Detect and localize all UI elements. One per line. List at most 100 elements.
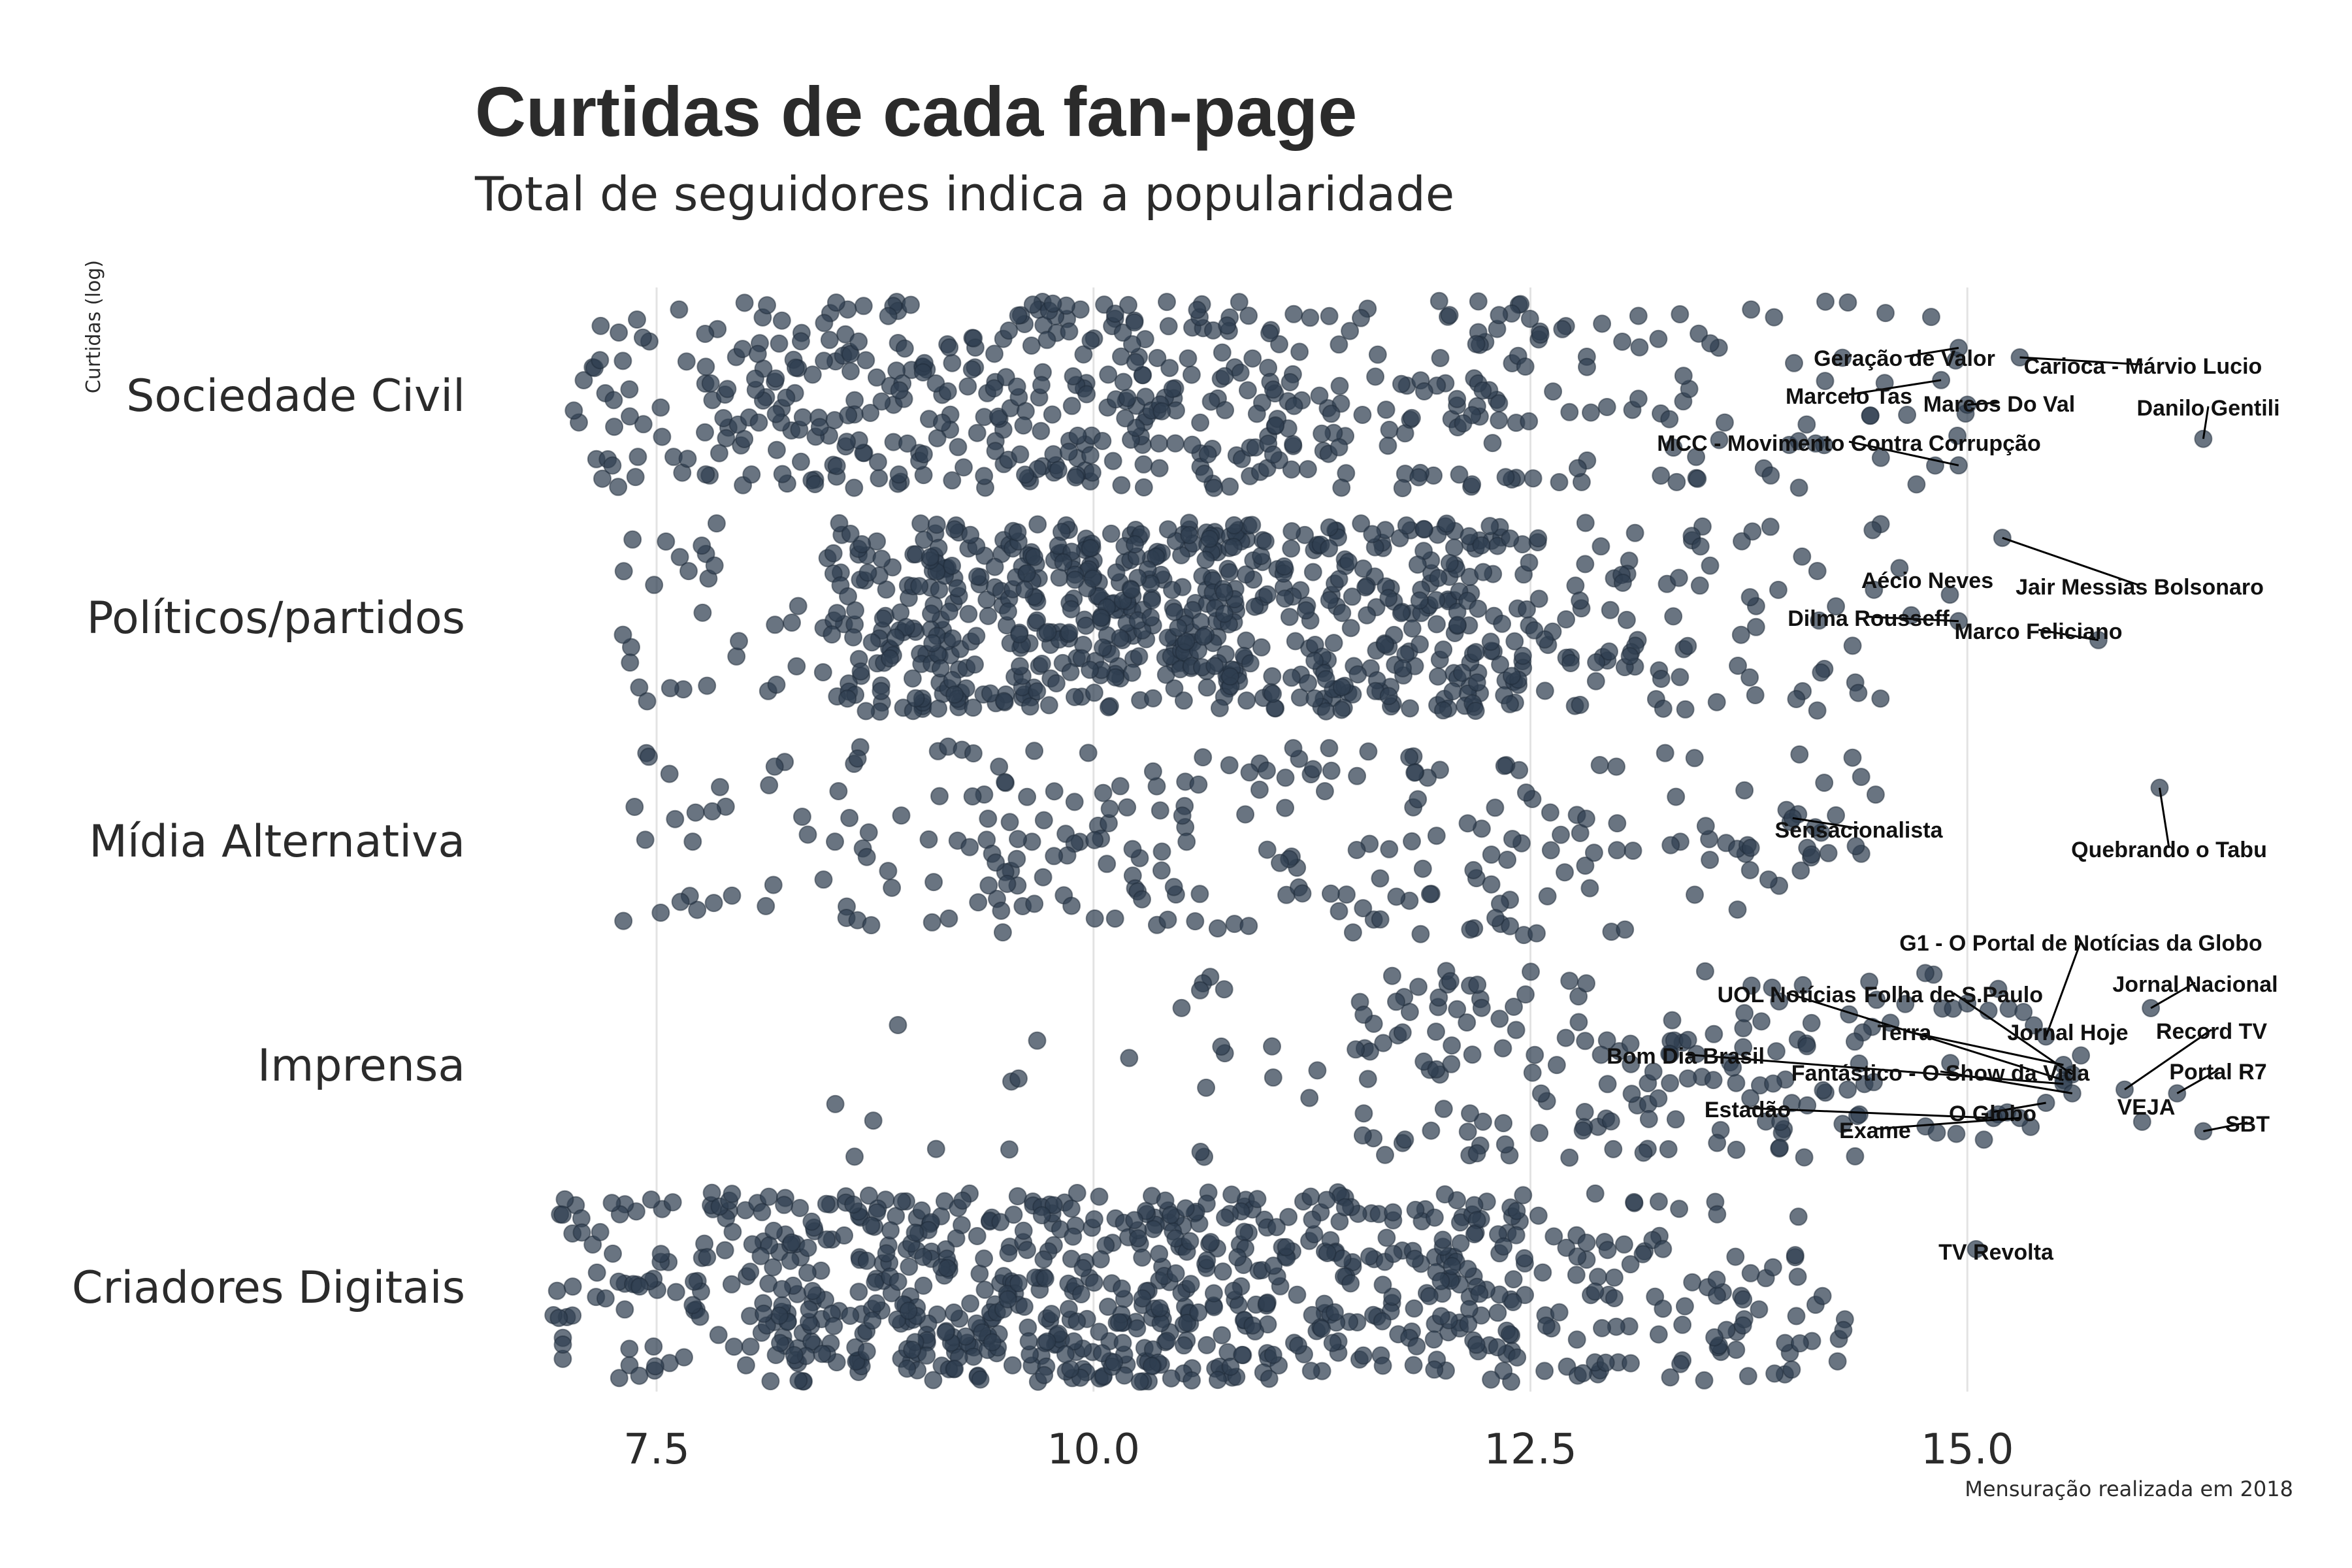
data-point: [932, 414, 951, 432]
data-point: [1392, 374, 1411, 393]
data-point: [735, 293, 754, 312]
data-point: [1671, 1354, 1690, 1373]
data-point: [1797, 1037, 1816, 1056]
data-point: [1025, 547, 1043, 566]
data-point: [1330, 376, 1349, 395]
data-point: [814, 870, 833, 889]
data-point: [1062, 896, 1081, 915]
data-point: [766, 369, 785, 388]
data-point: [781, 1251, 800, 1270]
data-point: [849, 332, 868, 351]
data-point: [640, 747, 658, 766]
data-point: [630, 1277, 649, 1296]
data-point: [1313, 424, 1331, 443]
data-point: [914, 445, 933, 464]
data-point: [1845, 1032, 1864, 1051]
data-point: [824, 544, 843, 563]
data-point: [1100, 800, 1119, 818]
data-point: [1524, 469, 1543, 488]
data-point: [767, 676, 786, 694]
data-point: [791, 332, 810, 351]
data-point: [1865, 1073, 1883, 1092]
data-point: [1769, 580, 1788, 599]
data-point: [1028, 611, 1047, 630]
data-point: [1034, 1250, 1053, 1269]
data-point: [1875, 374, 1894, 393]
data-point: [1105, 1353, 1124, 1372]
data-point: [1315, 782, 1334, 800]
data-point: [1427, 1022, 1445, 1041]
data-point: [1569, 1013, 1588, 1032]
data-point: [1028, 1031, 1047, 1050]
data-point: [1433, 701, 1452, 720]
data-point: [1481, 632, 1500, 651]
data-point: [1276, 798, 1295, 817]
data-point: [1215, 583, 1233, 602]
data-point: [1838, 1080, 1857, 1099]
data-point: [983, 1333, 1002, 1352]
data-point: [1767, 1042, 1786, 1061]
data-point: [849, 1282, 868, 1301]
data-point: [1673, 1315, 1692, 1334]
data-point: [1152, 861, 1171, 880]
data-point: [1797, 415, 1816, 434]
data-point: [1099, 365, 1118, 384]
category-label: Imprensa: [257, 1040, 465, 1092]
point-label: Geração de Valor: [1814, 346, 1995, 371]
data-point: [889, 1016, 907, 1034]
data-point: [1850, 1105, 1869, 1124]
data-point: [1392, 604, 1411, 623]
data-point: [1377, 400, 1396, 419]
category-label: Políticos/partidos: [87, 593, 465, 644]
data-point: [800, 1300, 819, 1319]
data-point: [1601, 1112, 1620, 1131]
data-point: [610, 1369, 629, 1388]
data-point: [1017, 564, 1036, 583]
data-point: [642, 1190, 661, 1209]
data-point: [1614, 1235, 1633, 1254]
data-point: [1308, 1061, 1327, 1080]
data-point: [895, 339, 914, 358]
data-point: [924, 1371, 943, 1390]
data-point: [1035, 1365, 1054, 1384]
data-point: [1787, 1307, 1806, 1326]
data-point: [1293, 884, 1312, 903]
data-point: [1303, 1210, 1322, 1229]
data-point: [1741, 1088, 1760, 1107]
data-point: [1143, 591, 1162, 610]
data-point: [1819, 843, 1838, 862]
data-point: [1649, 1089, 1668, 1108]
data-point: [1876, 304, 1895, 323]
data-point: [1765, 308, 1784, 327]
point-label: Bom Dia Brasil: [1607, 1044, 1765, 1069]
data-point: [1445, 538, 1463, 557]
point-label: UOL Notícias: [1718, 983, 1857, 1007]
data-point: [1434, 640, 1453, 659]
data-point: [1009, 306, 1028, 325]
data-point: [879, 862, 898, 881]
data-point: [1004, 1205, 1023, 1224]
data-point: [1464, 860, 1483, 879]
data-point: [1409, 977, 1428, 996]
data-point: [1422, 1121, 1441, 1140]
data-point: [705, 556, 724, 575]
data-point: [759, 1187, 778, 1206]
data-point: [1059, 442, 1078, 461]
data-point: [1282, 522, 1301, 541]
data-point: [1348, 665, 1367, 684]
data-point: [803, 1282, 822, 1300]
data-point: [945, 1303, 963, 1322]
data-point: [1032, 1206, 1051, 1225]
data-point: [696, 423, 714, 442]
data-point: [605, 417, 624, 436]
data-point: [1795, 1148, 1814, 1167]
data-point: [1761, 517, 1780, 536]
data-point: [604, 1244, 622, 1263]
data-point: [1379, 589, 1398, 608]
data-point: [1488, 1303, 1507, 1322]
leader-line: [2038, 629, 2099, 642]
data-point: [1514, 1186, 1533, 1205]
data-point: [1608, 814, 1627, 833]
category-label: Sociedade Civil: [126, 370, 465, 422]
leader-line: [1967, 401, 2000, 406]
